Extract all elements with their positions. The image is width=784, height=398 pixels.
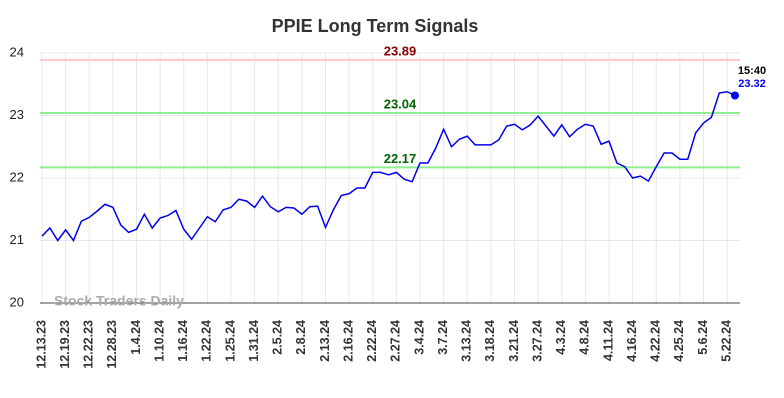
x-tick-label: 4.22.24 (649, 320, 663, 362)
level-label: 22.17 (384, 151, 417, 166)
x-tick-label: 3.7.24 (436, 320, 450, 355)
x-tick-label: 4.11.24 (601, 320, 615, 361)
y-tick-label: 23 (10, 107, 24, 122)
x-tick-label: 1.31.24 (247, 320, 261, 362)
y-tick-label: 20 (10, 294, 24, 309)
y-tick-label: 22 (10, 169, 24, 184)
x-tick-label: 2.16.24 (341, 320, 355, 362)
x-tick-label: 12.22.23 (82, 320, 96, 369)
x-tick-label: 2.5.24 (271, 320, 285, 355)
x-tick-label: 4.8.24 (578, 320, 592, 355)
x-tick-label: 5.6.24 (696, 320, 710, 355)
time-label: 15:40 (738, 65, 766, 77)
price-line (41, 90, 736, 243)
level-label: 23.89 (384, 43, 417, 58)
y-tick-label: 21 (10, 232, 24, 247)
x-tick-label: 1.10.24 (152, 320, 166, 362)
x-tick-label: 12.28.23 (105, 320, 119, 369)
x-tick-label: 12.19.23 (58, 320, 72, 369)
x-tick-label: 1.25.24 (223, 320, 237, 362)
x-tick-label: 4.16.24 (625, 320, 639, 362)
y-tick-label: 24 (10, 44, 24, 59)
x-tick-label: 4.3.24 (554, 320, 568, 355)
x-tick-label: 2.13.24 (318, 320, 332, 362)
x-tick-label: 5.22.24 (719, 320, 733, 362)
x-tick-label: 2.22.24 (365, 320, 379, 362)
level-label: 23.04 (384, 96, 417, 111)
x-tick-label: 1.4.24 (129, 320, 143, 355)
last-value-label: 23.32 (738, 78, 766, 90)
x-tick-label: 2.8.24 (294, 320, 308, 355)
x-tick-label: 3.18.24 (483, 320, 497, 362)
x-tick-label: 1.22.24 (200, 320, 214, 362)
chart-title: PPIE Long Term Signals (272, 16, 479, 36)
x-tick-label: 4.25.24 (672, 320, 686, 362)
x-tick-label: 3.13.24 (460, 320, 474, 362)
x-tick-label: 12.13.23 (34, 320, 48, 369)
x-tick-label: 3.21.24 (507, 320, 521, 362)
x-tick-label: 1.16.24 (176, 320, 190, 362)
last-point (731, 91, 739, 100)
x-tick-label: 3.27.24 (530, 320, 544, 362)
x-tick-label: 2.27.24 (389, 320, 403, 362)
watermark: Stock Traders Daily (54, 293, 184, 309)
x-tick-label: 3.4.24 (412, 320, 426, 355)
